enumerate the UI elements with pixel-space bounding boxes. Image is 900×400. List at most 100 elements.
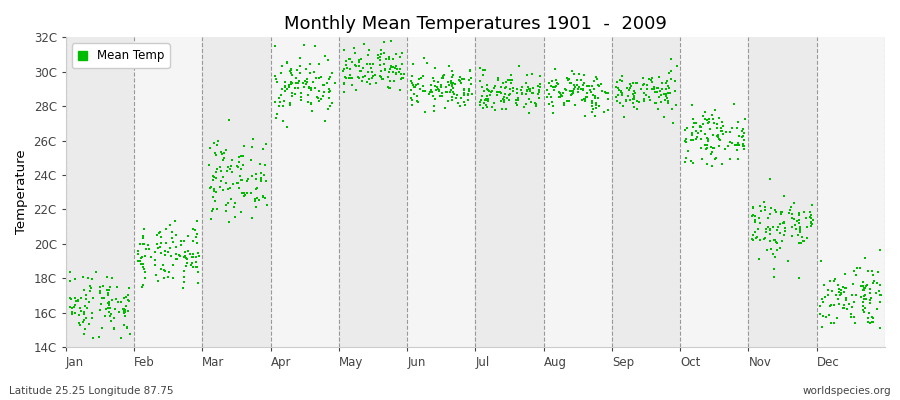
Point: [644, 75, 659, 81]
Point: [384, 62, 399, 69]
Point: [616, 114, 631, 121]
Point: [343, 75, 357, 81]
Point: [339, 58, 354, 64]
Point: [117, 310, 131, 316]
Point: [556, 90, 571, 96]
Point: [651, 85, 665, 91]
Point: [389, 51, 403, 58]
Point: [796, 238, 810, 244]
Point: [181, 248, 195, 254]
Point: [337, 81, 351, 87]
Point: [122, 330, 137, 337]
Point: [322, 86, 337, 92]
Point: [163, 244, 177, 251]
Point: [414, 74, 428, 81]
Point: [317, 82, 331, 88]
Point: [637, 81, 652, 87]
Point: [309, 75, 323, 81]
Point: [846, 314, 860, 320]
Point: [427, 107, 441, 114]
Point: [788, 226, 803, 232]
Point: [246, 214, 260, 221]
Point: [228, 214, 242, 220]
Point: [76, 309, 91, 315]
Point: [601, 96, 616, 102]
Point: [98, 306, 112, 312]
Point: [405, 79, 419, 86]
Point: [136, 241, 150, 247]
Point: [283, 100, 297, 106]
Point: [153, 229, 167, 235]
Point: [275, 118, 290, 125]
Point: [705, 149, 719, 155]
Point: [862, 289, 877, 296]
Point: [453, 102, 467, 109]
Point: [634, 86, 649, 92]
Point: [287, 85, 302, 91]
Point: [231, 158, 246, 165]
Point: [203, 184, 218, 190]
Point: [773, 221, 788, 227]
Point: [150, 232, 165, 238]
Point: [657, 91, 671, 98]
Point: [99, 287, 113, 293]
Point: [234, 166, 248, 172]
Point: [615, 91, 629, 98]
Point: [426, 93, 440, 99]
Point: [410, 82, 424, 88]
Point: [322, 76, 337, 82]
Point: [161, 269, 176, 276]
Point: [773, 230, 788, 236]
Point: [658, 97, 672, 103]
Point: [654, 92, 669, 98]
Point: [680, 147, 695, 154]
Point: [661, 83, 675, 90]
Point: [138, 269, 152, 275]
Point: [564, 92, 579, 98]
Point: [70, 297, 85, 304]
Point: [562, 88, 577, 94]
Point: [568, 102, 582, 108]
Point: [107, 325, 122, 332]
Point: [594, 81, 608, 87]
Point: [475, 72, 490, 79]
Point: [77, 303, 92, 310]
Point: [685, 102, 699, 108]
Point: [186, 226, 201, 232]
Point: [185, 253, 200, 260]
Point: [856, 286, 870, 293]
Point: [385, 56, 400, 62]
Point: [522, 96, 536, 102]
Point: [428, 82, 442, 89]
Point: [255, 178, 269, 184]
Point: [848, 319, 862, 326]
Point: [526, 85, 540, 91]
Point: [590, 76, 604, 82]
Point: [84, 285, 98, 291]
Point: [323, 103, 338, 109]
Point: [232, 154, 247, 160]
Point: [154, 250, 168, 256]
Point: [757, 199, 771, 205]
Point: [254, 175, 268, 182]
Point: [699, 117, 714, 123]
Point: [104, 297, 119, 304]
Point: [685, 130, 699, 136]
Point: [528, 99, 543, 106]
Point: [500, 105, 514, 112]
Point: [746, 205, 760, 212]
Point: [735, 133, 750, 139]
Point: [153, 240, 167, 246]
Point: [85, 276, 99, 282]
Point: [382, 56, 396, 62]
Point: [174, 238, 188, 244]
Point: [352, 75, 366, 81]
Point: [480, 96, 494, 103]
Point: [73, 322, 87, 328]
Point: [479, 95, 493, 102]
Point: [653, 92, 668, 98]
Point: [284, 93, 299, 99]
Point: [135, 284, 149, 290]
Point: [659, 91, 673, 98]
Point: [572, 71, 586, 77]
